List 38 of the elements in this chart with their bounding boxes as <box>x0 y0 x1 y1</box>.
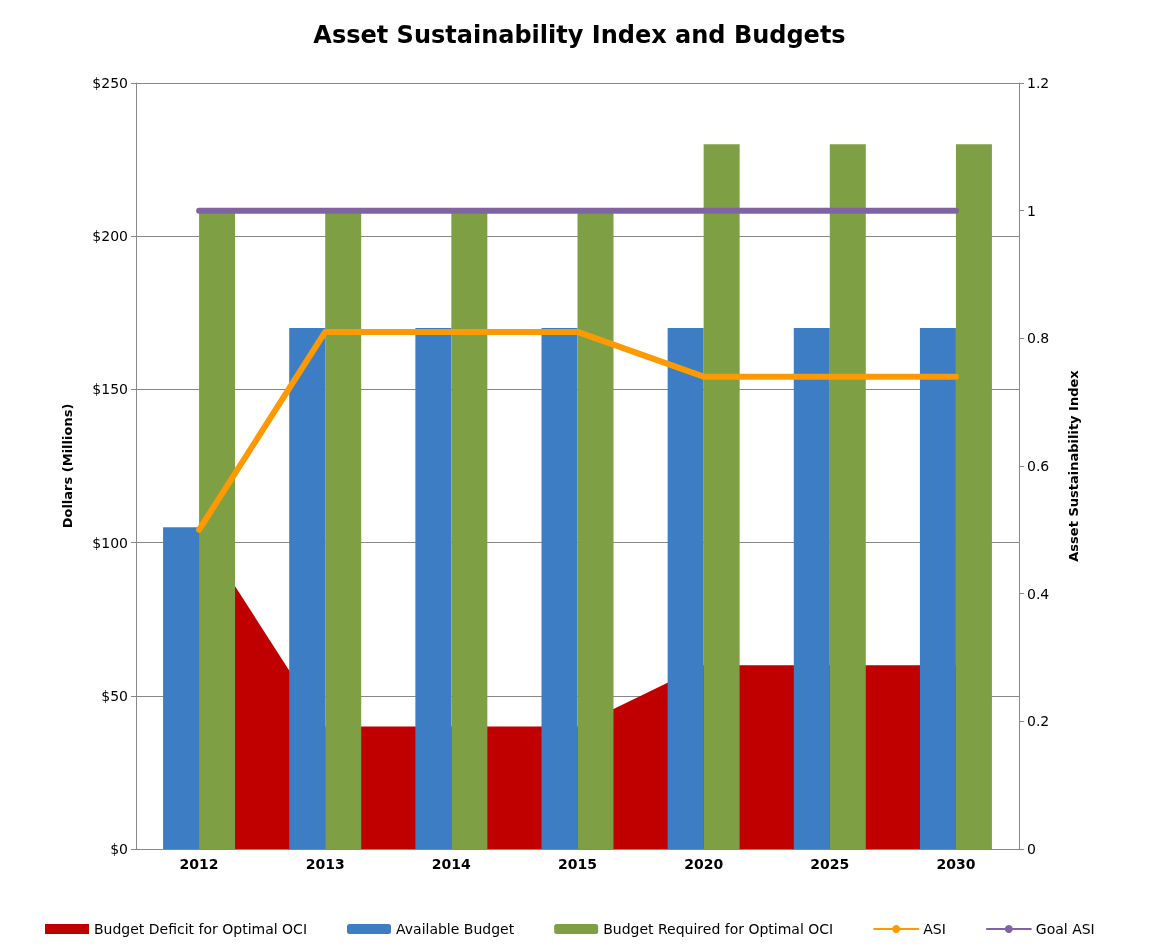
y-tick-label: $200 <box>92 228 128 245</box>
y2-tick-label: 0.8 <box>1027 330 1050 347</box>
legend-label: Goal ASI <box>1035 921 1095 937</box>
bar <box>667 328 704 849</box>
legend-label: Budget Deficit for Optimal OCI <box>94 921 308 937</box>
y2-tick-label: 0 <box>1027 841 1036 857</box>
bar <box>793 328 830 849</box>
y2-tick-label: 1 <box>1027 202 1036 219</box>
y-tick-label: $100 <box>92 534 128 551</box>
x-tick-label: 2030 <box>936 856 976 872</box>
legend-label: Available Budget <box>396 921 515 937</box>
y-tick-label: $0 <box>110 841 128 857</box>
x-tick-label: 2013 <box>305 856 345 872</box>
y-tick-label: $150 <box>92 381 128 398</box>
bar <box>415 328 452 849</box>
bar <box>541 328 578 849</box>
bar <box>829 144 866 849</box>
y2-tick-label: 1.2 <box>1027 75 1050 91</box>
chart-title: Asset Sustainability Index and Budgets <box>313 21 846 49</box>
x-tick-label: 2020 <box>684 856 724 872</box>
y2-tick-label: 0.2 <box>1027 713 1050 730</box>
bar <box>703 144 740 849</box>
bar <box>163 527 200 849</box>
y-tick-label: $50 <box>101 687 128 704</box>
y2-axis-title: Asset Sustainability Index <box>1066 369 1081 562</box>
y-tick-label: $250 <box>92 75 128 91</box>
y2-tick-label: 0.6 <box>1027 458 1050 474</box>
x-tick-label: 2014 <box>431 856 472 872</box>
y-axis-title: Dollars (Millions) <box>60 403 75 529</box>
y2-tick-label: 0.4 <box>1027 585 1050 602</box>
legend-label: ASI <box>923 921 946 937</box>
bar <box>955 144 992 849</box>
bar <box>289 328 326 849</box>
legend-label: Budget Required for Optimal OCI <box>603 921 834 937</box>
x-tick-label: 2015 <box>558 856 597 872</box>
x-tick-label: 2012 <box>179 856 219 872</box>
bar <box>919 328 956 849</box>
x-tick-label: 2025 <box>810 856 850 872</box>
